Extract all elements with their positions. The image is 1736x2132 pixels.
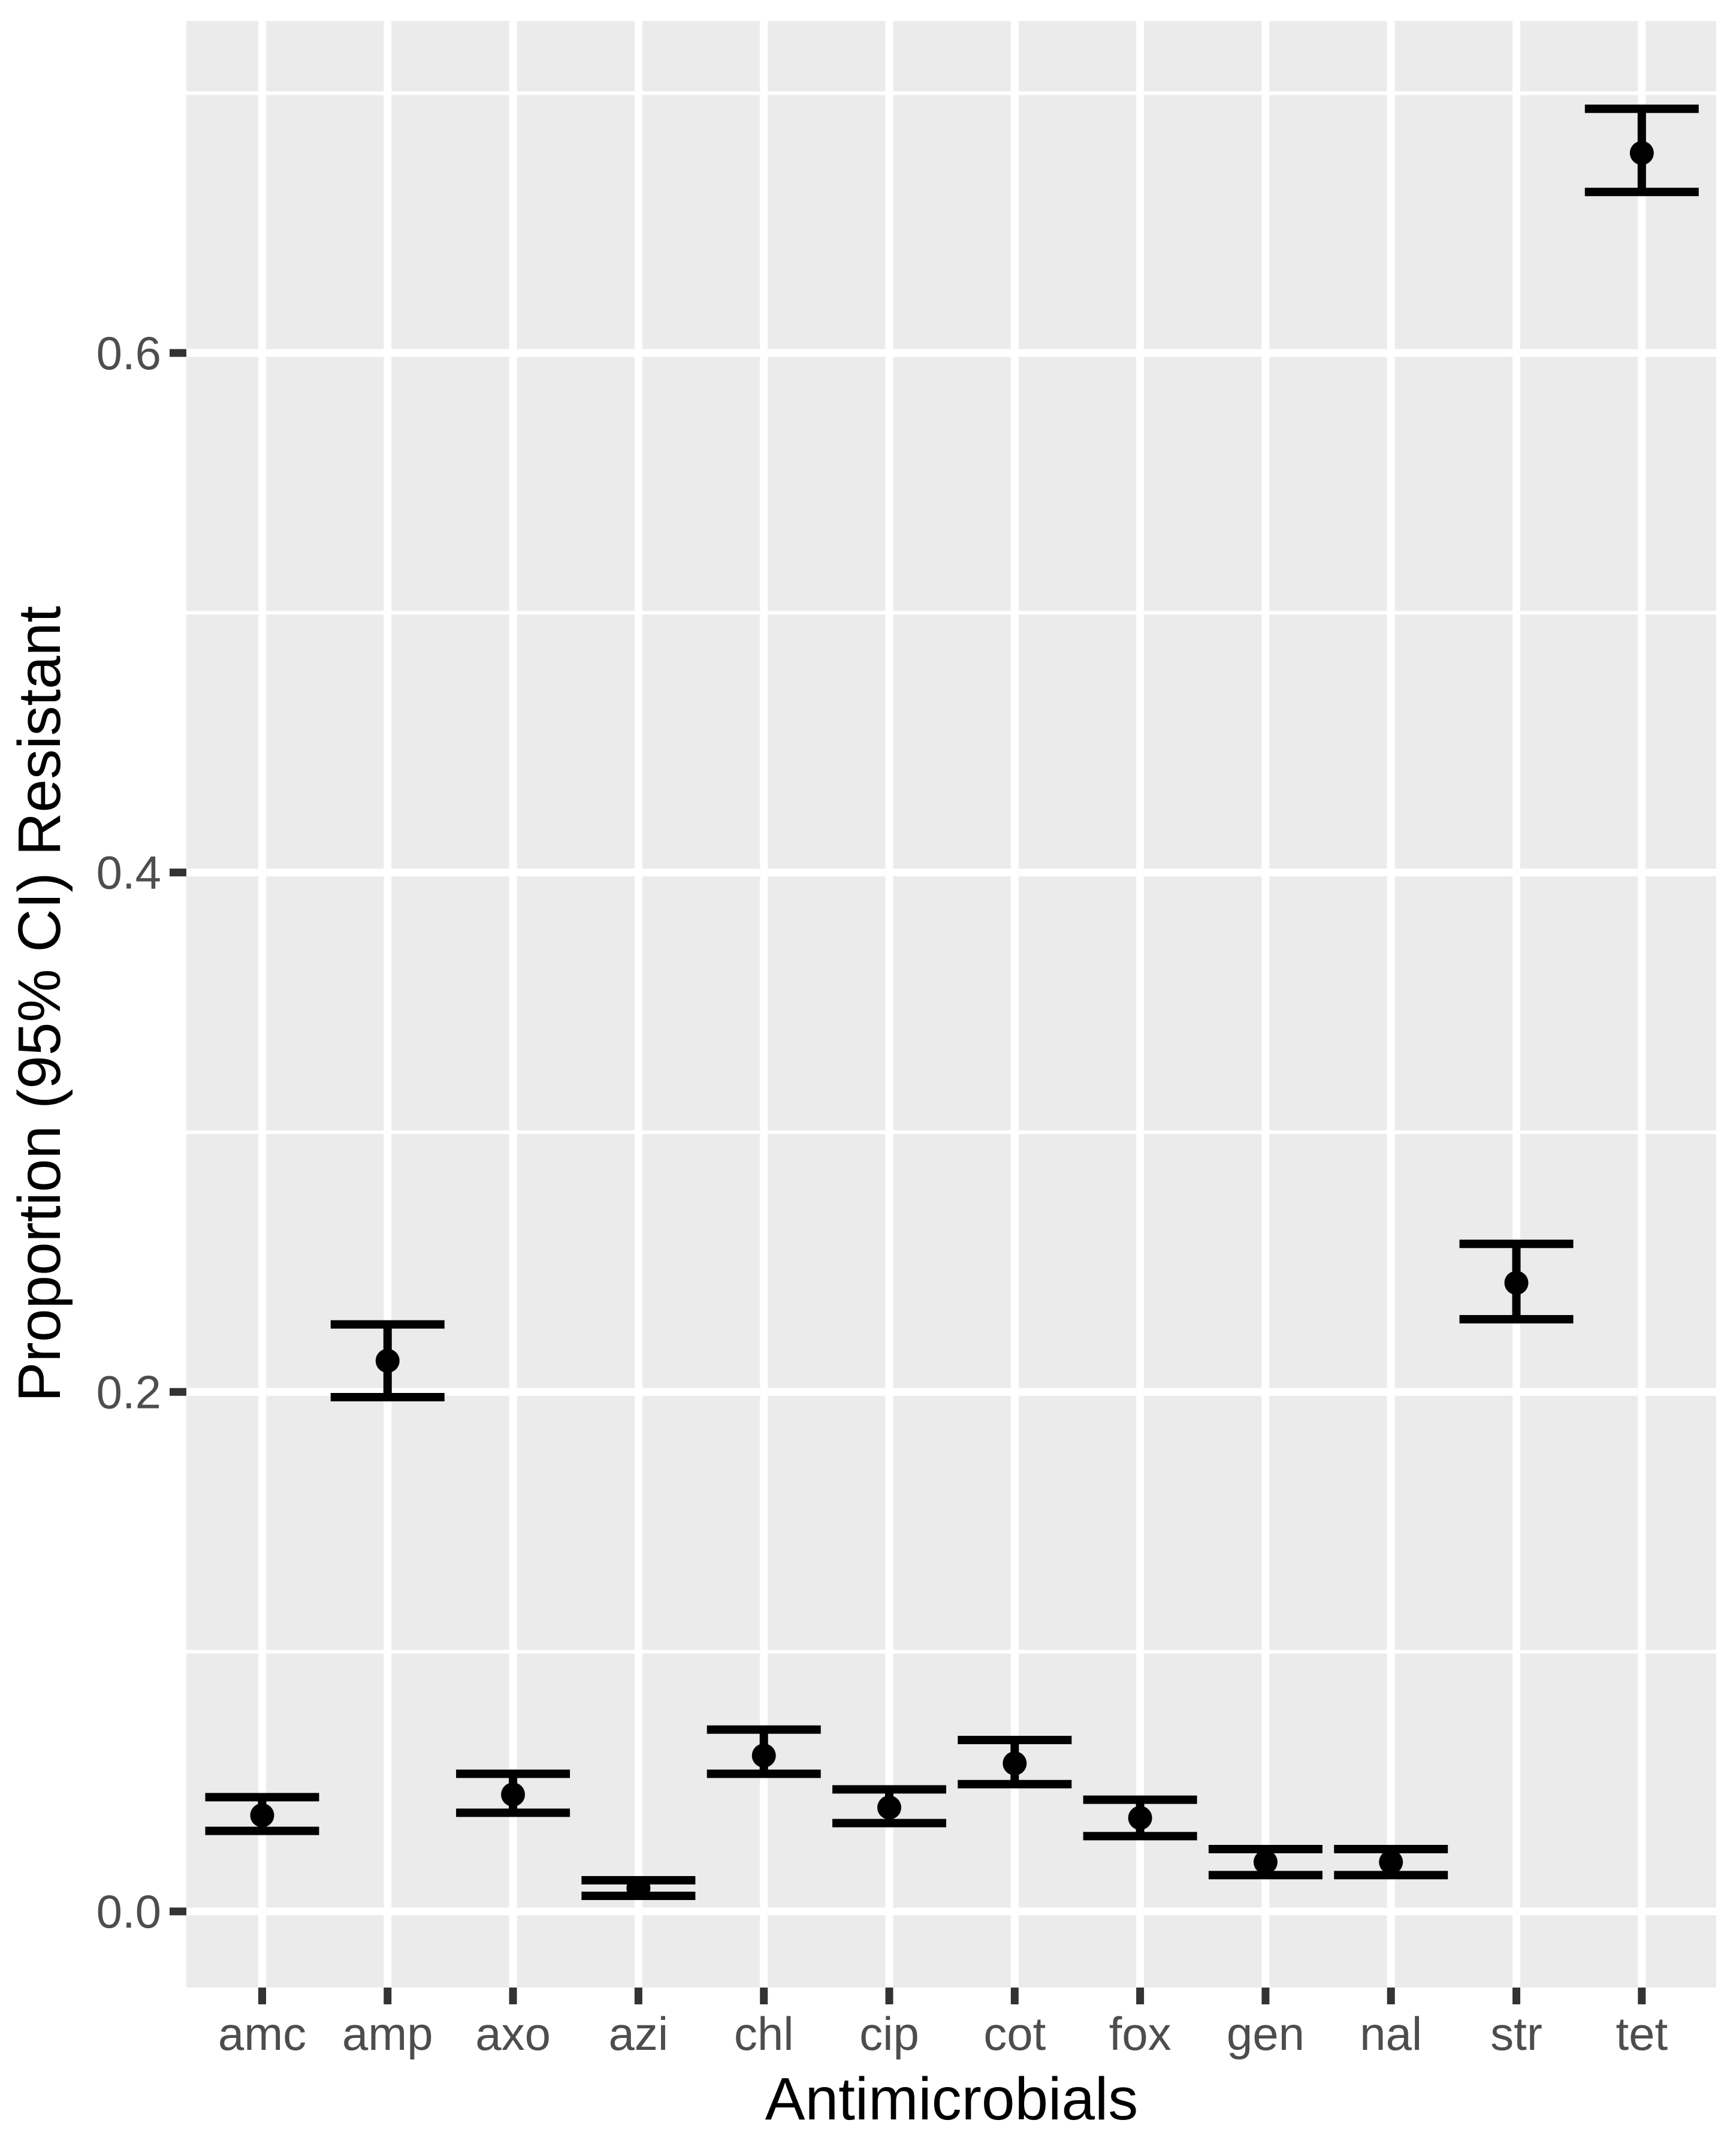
data-point [1253,1850,1278,1874]
x-axis-title: Antimicrobials [765,2065,1139,2132]
x-tick-label: str [1490,2007,1542,2060]
panel-background [186,21,1716,1988]
data-point [1629,141,1654,165]
data-point [751,1743,776,1768]
x-tick-label: cip [859,2007,919,2060]
data-point [501,1782,526,1807]
data-point [1128,1805,1152,1830]
data-point [1504,1271,1529,1295]
y-tick-label: 0.4 [96,846,161,899]
x-tick-label: chl [734,2007,794,2060]
data-point [626,1875,651,1900]
data-point [877,1795,901,1820]
x-tick-label: fox [1109,2007,1172,2060]
x-tick-label: tet [1616,2007,1668,2060]
data-point [1379,1850,1403,1874]
x-tick-label: amp [342,2007,433,2060]
x-tick-label: azi [609,2007,669,2060]
data-point [375,1349,400,1373]
y-tick-label: 0.2 [96,1365,161,1418]
x-tick-label: cot [983,2007,1046,2060]
data-point [1003,1751,1027,1775]
y-axis-title: Proportion (95% CI) Resistant [6,605,73,1403]
y-tick-label: 0.0 [96,1885,161,1938]
x-tick-label: nal [1360,2007,1422,2060]
x-tick-label: amc [218,2007,306,2060]
y-tick-label: 0.6 [96,327,161,379]
x-tick-label: axo [475,2007,551,2060]
data-point [250,1803,274,1828]
x-tick-label: gen [1227,2007,1305,2060]
